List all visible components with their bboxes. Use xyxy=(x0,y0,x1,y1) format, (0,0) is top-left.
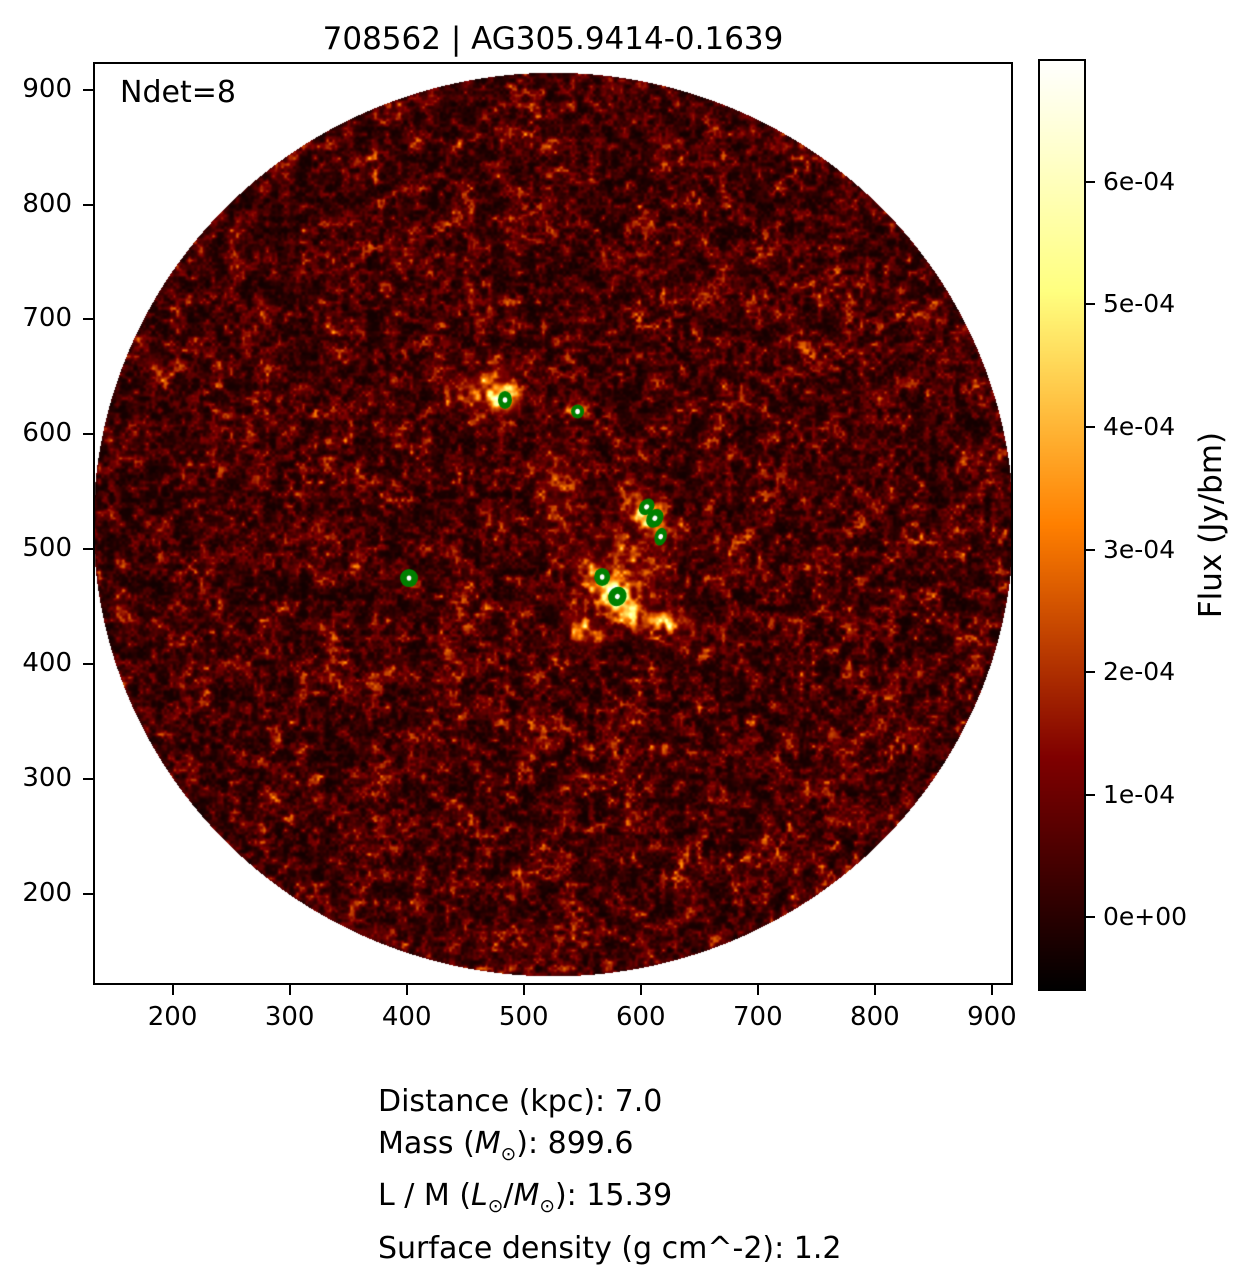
colorbar-tick-mark xyxy=(1086,916,1095,919)
colorbar-tick-label: 1e-04 xyxy=(1103,779,1176,809)
colorbar-gradient xyxy=(1038,59,1086,991)
colorbar-tick-label: 2e-04 xyxy=(1103,657,1176,687)
x-tick-label: 300 xyxy=(264,1002,315,1032)
x-tick-label: 500 xyxy=(498,1002,549,1032)
colorbar-tick-label: 0e+00 xyxy=(1103,902,1188,932)
colorbar-tick-label: 5e-04 xyxy=(1103,289,1176,319)
y-tick-label: 800 xyxy=(22,188,72,219)
axes-area: Ndet=8 xyxy=(93,62,1013,985)
plot-title: 708562 | AG305.9414-0.1639 xyxy=(322,21,784,57)
colorbar-tick-mark xyxy=(1086,671,1095,674)
colorbar-tick-label: 6e-04 xyxy=(1103,166,1176,196)
y-tick-label: 500 xyxy=(22,533,72,564)
y-tick-label: 600 xyxy=(22,418,72,449)
x-tick-mark xyxy=(639,985,642,995)
colorbar-tick-mark xyxy=(1086,793,1095,796)
source-info-block: Distance (kpc): 7.0 Mass (M⊙): 899.6 L /… xyxy=(378,1081,841,1267)
x-tick-mark xyxy=(288,985,291,995)
x-tick-mark xyxy=(522,985,525,995)
y-tick-mark xyxy=(83,663,93,666)
x-tick-mark xyxy=(873,985,876,995)
colorbar-tick-mark xyxy=(1086,425,1095,428)
info-line-surface-density: Surface density (g cm^-2): 1.2 xyxy=(378,1230,842,1266)
info-line-distance: Distance (kpc): 7.0 xyxy=(378,1084,663,1119)
y-tick-label: 900 xyxy=(22,73,72,104)
x-tick-label: 700 xyxy=(733,1002,783,1032)
y-tick-mark xyxy=(83,548,93,551)
x-tick-label: 900 xyxy=(967,1002,1017,1032)
info-line-mass: Mass (M⊙): 899.6 xyxy=(378,1125,634,1165)
x-tick-mark xyxy=(756,985,759,995)
x-tick-label: 400 xyxy=(381,1002,432,1032)
colorbar-tick-label: 3e-04 xyxy=(1103,534,1176,564)
y-tick-label: 300 xyxy=(22,763,72,794)
x-tick-label: 200 xyxy=(147,1002,198,1032)
colorbar-tick-mark xyxy=(1086,548,1095,551)
flux-field-image xyxy=(93,62,1013,985)
y-tick-label: 200 xyxy=(22,878,72,909)
y-tick-mark xyxy=(83,433,93,436)
y-tick-mark xyxy=(83,88,93,91)
y-tick-mark xyxy=(83,203,93,206)
colorbar-tick-mark xyxy=(1086,180,1095,183)
y-tick-mark xyxy=(83,318,93,321)
colorbar xyxy=(1038,59,1086,991)
x-tick-mark xyxy=(990,985,993,995)
info-line-lm-ratio: L / M (L⊙/M⊙): 15.39 xyxy=(378,1178,673,1217)
colorbar-tick-mark xyxy=(1086,303,1095,306)
y-tick-mark xyxy=(83,778,93,781)
x-tick-mark xyxy=(405,985,408,995)
colorbar-axis-label: Flux (Jy/bm) xyxy=(1193,431,1229,619)
y-tick-label: 400 xyxy=(22,648,72,679)
x-tick-label: 800 xyxy=(850,1002,900,1032)
x-tick-label: 600 xyxy=(615,1002,666,1032)
y-tick-label: 700 xyxy=(22,303,72,334)
ndet-annotation: Ndet=8 xyxy=(120,75,236,110)
colorbar-tick-label: 4e-04 xyxy=(1103,411,1176,441)
y-tick-mark xyxy=(83,893,93,896)
x-tick-mark xyxy=(171,985,174,995)
